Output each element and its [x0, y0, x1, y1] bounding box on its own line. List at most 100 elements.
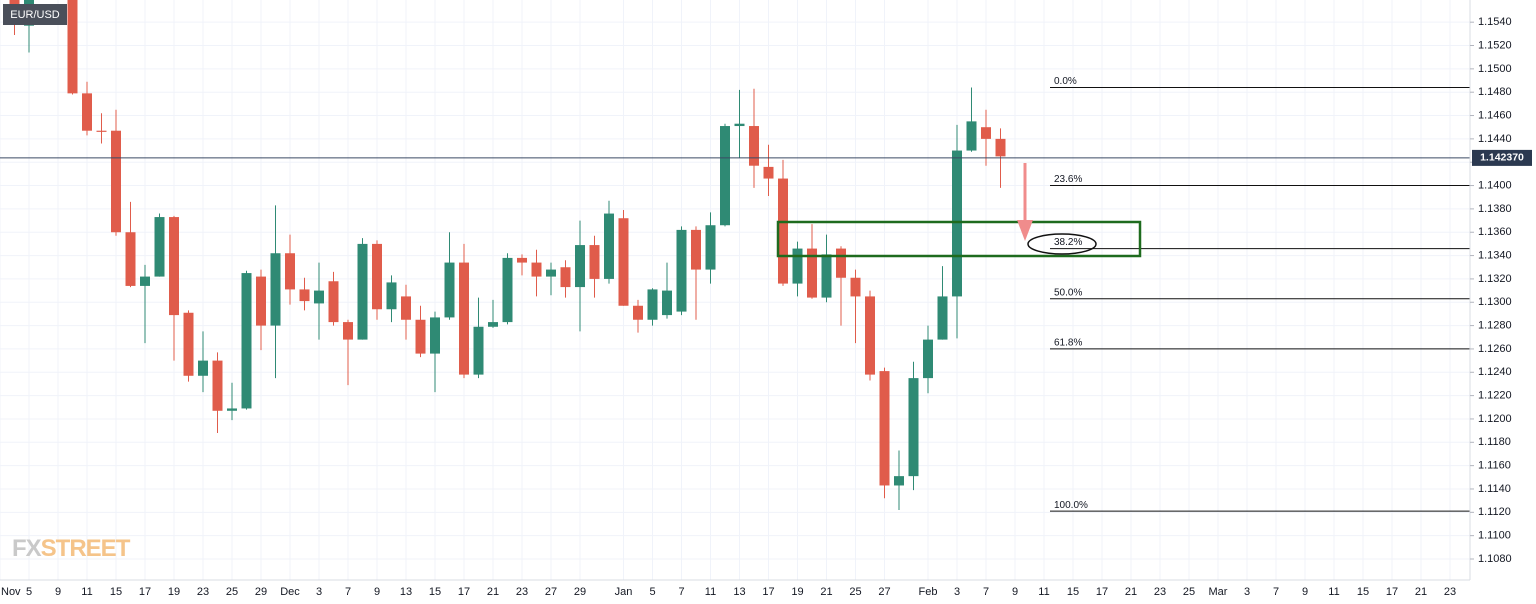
x-tick-label: Jan: [615, 586, 633, 598]
candle-body: [531, 262, 542, 277]
y-tick-label: 1.1260: [1478, 343, 1512, 355]
candle-body: [270, 253, 281, 326]
x-tick-label: 25: [226, 586, 238, 598]
candle-body: [633, 305, 643, 320]
candle-body: [792, 248, 803, 284]
x-tick-label: 17: [1096, 586, 1108, 598]
y-tick-label: 1.1540: [1478, 16, 1512, 28]
y-tick-label: 1.1520: [1478, 39, 1512, 51]
x-tick-label: 17: [1386, 586, 1398, 598]
x-tick-label: 23: [516, 586, 528, 598]
x-tick-label: 9: [55, 586, 61, 598]
x-tick-label: 19: [791, 586, 803, 598]
candle-body: [923, 339, 933, 379]
x-tick-label: 21: [1415, 586, 1427, 598]
candle-body: [328, 281, 339, 323]
x-tick-label: 9: [1012, 586, 1018, 598]
y-tick-label: 1.1200: [1478, 413, 1512, 425]
x-tick-label: 15: [1067, 586, 1079, 598]
x-tick-label: 23: [1154, 586, 1166, 598]
candles: [9, 0, 1006, 510]
y-tick-label: 1.1320: [1478, 273, 1512, 285]
candle-body: [865, 296, 875, 375]
arrow-head: [1017, 220, 1033, 241]
y-tick-label: 1.1220: [1478, 390, 1512, 402]
candle-body: [473, 326, 484, 375]
y-tick-label: 1.1440: [1478, 133, 1512, 145]
candle-body: [82, 93, 92, 131]
overlays: 0.0% 23.6% 38.2% 50.0% 61.8% 100.0%: [0, 76, 1470, 512]
candle-body: [821, 254, 832, 298]
candle-body: [662, 290, 672, 316]
candle-body: [444, 262, 455, 318]
x-tick-label: 21: [1125, 586, 1137, 598]
x-tick-label: 23: [197, 586, 209, 598]
candle-body: [908, 378, 919, 477]
fib-label: 38.2%: [1054, 237, 1082, 248]
x-tick-label: 15: [110, 586, 122, 598]
candle-body: [140, 276, 150, 286]
x-tick-label: 27: [545, 586, 557, 598]
y-tick-label: 1.1280: [1478, 319, 1512, 331]
candle-body: [299, 289, 310, 302]
chart-title: EUR/USD: [10, 9, 60, 21]
x-tick-label: 5: [26, 586, 32, 598]
title-box: [3, 4, 67, 25]
candle-body: [981, 127, 991, 139]
candle-body: [198, 360, 208, 376]
y-tick-label: 1.1140: [1478, 483, 1511, 495]
fib-label: 23.6%: [1054, 174, 1082, 185]
x-tick-label: 5: [649, 586, 655, 598]
candle-body: [430, 317, 440, 354]
x-tick-label: 17: [458, 586, 470, 598]
x-tick-label: 25: [1183, 586, 1195, 598]
fib-label: 0.0%: [1054, 76, 1077, 87]
x-tick-label: 21: [487, 586, 499, 598]
y-tick-label: 1.1340: [1478, 249, 1512, 261]
candle-body: [734, 123, 745, 127]
candle-body: [879, 371, 890, 486]
candle-body: [125, 232, 136, 286]
fib-label: 100.0%: [1054, 500, 1088, 511]
x-tick-label: 11: [81, 586, 92, 598]
candle-body: [763, 166, 774, 179]
candle-body: [386, 282, 397, 310]
highlight-zone: [776, 220, 1142, 258]
logo: FXSTREET: [12, 535, 131, 562]
candle-body: [241, 273, 252, 409]
logo-right: STREET: [41, 535, 131, 562]
candle-body: [618, 218, 629, 306]
y-tick-label: 1.1240: [1478, 366, 1512, 378]
candle-body: [952, 150, 962, 297]
arrow: [1017, 163, 1033, 241]
x-tick-label: 11: [1328, 586, 1339, 598]
candle-body: [357, 243, 368, 340]
candle-body: [749, 126, 759, 166]
candle-body: [560, 267, 571, 288]
fib-label: 50.0%: [1054, 287, 1082, 298]
x-tick-label: 3: [1244, 586, 1250, 598]
y-tick-label: 1.1300: [1478, 296, 1512, 308]
candle-body: [589, 245, 600, 279]
x-tick-label: 11: [705, 586, 716, 598]
candle-body: [183, 312, 194, 376]
candle-body: [169, 217, 179, 316]
y-tick-label: 1.1080: [1478, 553, 1512, 565]
highlight-ellipse: [1027, 233, 1097, 255]
candle-body: [401, 296, 411, 320]
x-tick-label: 25: [849, 586, 861, 598]
x-tick-label: 7: [345, 586, 351, 598]
candle-body: [546, 269, 556, 277]
candle-body: [850, 277, 861, 297]
x-tick-label: 17: [762, 586, 774, 598]
x-tick-label: 7: [1273, 586, 1279, 598]
grid: [0, 0, 1470, 580]
candle-body: [836, 248, 846, 278]
x-tick-label: 15: [429, 586, 441, 598]
x-tick-label: 13: [733, 586, 745, 598]
candle-body: [575, 245, 585, 288]
y-tick-label: 1.1180: [1478, 436, 1511, 448]
candle-body: [720, 126, 730, 226]
x-tick-label: Mar: [1209, 586, 1228, 598]
